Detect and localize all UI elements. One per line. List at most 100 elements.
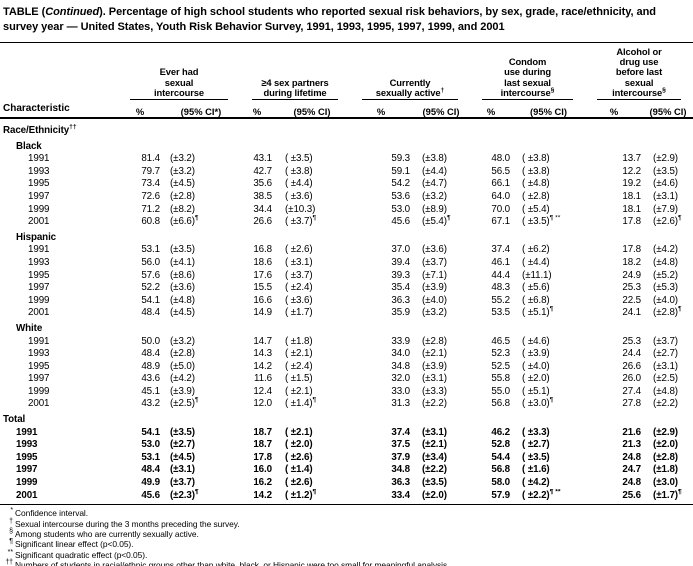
- ci-value: (±8.2): [162, 204, 240, 217]
- ci-text: ( ±2.6): [285, 477, 313, 489]
- ci-text: (±3.9): [170, 385, 195, 397]
- ci-value: ( ±1.2)¶: [274, 488, 351, 506]
- ci-value: ( ±1.7): [274, 307, 350, 320]
- year-label: 1991: [16, 426, 38, 438]
- footnote-marker: ¶: [677, 488, 682, 496]
- ci-text: (±2.3): [170, 489, 195, 501]
- ci-text: (±8.9): [422, 203, 447, 215]
- ci-value: (±6.6)¶: [162, 215, 240, 229]
- year-label: 1997: [28, 282, 50, 294]
- column-group-label-line: last sexual: [504, 76, 551, 88]
- percent-value: 53.0: [141, 439, 160, 451]
- percent-value: 45.6: [391, 216, 411, 228]
- ci-text: (±3.5): [170, 426, 195, 438]
- ci-value: (±2.6)¶: [643, 215, 693, 229]
- section-header-row: White: [0, 320, 693, 336]
- ci-value: (±4.2): [643, 244, 693, 257]
- ci-text: (±1.7): [653, 489, 678, 501]
- column-group-label-line: drug use: [619, 56, 659, 68]
- ci-value: (±2.7): [162, 439, 240, 452]
- percent-value: 37.9: [391, 451, 411, 463]
- year-label: 2001: [28, 216, 50, 228]
- footnote-marker: ¶: [549, 306, 554, 314]
- ci-text: ( ±3.5): [522, 451, 550, 463]
- ci-value: (±3.5): [643, 166, 693, 179]
- ci-value: (±4.8): [643, 386, 693, 399]
- ci-text: (±2.9): [653, 153, 678, 165]
- ci-value: (±2.8)¶: [643, 306, 693, 320]
- section-header-row: Black: [0, 138, 693, 154]
- ci-value: ( ±2.0): [274, 439, 350, 452]
- table-row: 1999 54.1 (±4.8) 16.6 ( ±3.6) 36.3 (±4.0) 55.2 (…: [0, 295, 693, 308]
- percent-value: 19.2: [622, 178, 642, 190]
- percent-header: %: [118, 102, 162, 120]
- percent-value: 34.8: [391, 464, 411, 476]
- ci-text: (±2.0): [422, 489, 447, 501]
- ci-text: (±2.8): [653, 451, 678, 463]
- column-group-label-line: during lifetime: [263, 86, 327, 98]
- ci-value: ( ±2.4): [274, 282, 350, 295]
- ci-text: ( ±2.6): [285, 244, 313, 256]
- ci-value: (±3.1): [162, 464, 240, 477]
- ci-text: ( ±3.7): [285, 216, 313, 228]
- ci-value: ( ±4.8): [512, 178, 585, 191]
- footnote-line: ¶ Significant linear effect (p<0.05).: [2, 538, 693, 549]
- footnote-line: ** Significant quadratic effect (p<0.05).: [2, 549, 693, 560]
- percent-value: 81.4: [141, 153, 160, 165]
- ci-value: (±3.1): [643, 191, 693, 204]
- ci-value: (±7.1): [412, 270, 470, 283]
- percent-value: 18.6: [253, 256, 272, 268]
- ci-text: ( ±2.1): [285, 348, 313, 360]
- footnote-marker: ¶: [194, 488, 199, 496]
- percent-value: 21.3: [622, 439, 642, 451]
- ci-value: (±2.1): [412, 439, 470, 452]
- percent-value: 31.3: [391, 398, 411, 410]
- percent-value: 11.6: [254, 373, 272, 385]
- ci-value: ( ±3.7): [274, 270, 350, 283]
- ci-value: ( ±3.8): [512, 166, 585, 179]
- ci-value: ( ±2.2)¶ **: [512, 488, 586, 506]
- footnote-line: †† Numbers of students in racial/ethnic g…: [2, 559, 693, 566]
- ci-text: (±3.3): [422, 385, 447, 397]
- ci-text: (±3.5): [653, 165, 678, 177]
- ci-value: ( ±2.8): [512, 191, 585, 204]
- ci-text: ( ±4.4): [285, 178, 313, 190]
- ci-value: ( ±3.5)¶ **: [512, 215, 585, 229]
- ci-text: (±3.1): [422, 373, 447, 385]
- year-label: 1993: [28, 256, 50, 268]
- footnote-marker: §: [550, 86, 555, 94]
- ci-text: ( ±4.0): [522, 360, 550, 372]
- footnote-marker: *: [10, 507, 13, 515]
- ci-value: ( ±2.6): [274, 244, 350, 257]
- year-label: 2001: [28, 398, 50, 410]
- ci-text: ( ±3.6): [285, 190, 313, 202]
- ci-text: (±2.8): [653, 307, 678, 319]
- ci-value: (±1.8): [643, 464, 693, 477]
- ci-value: (±5.2): [643, 270, 693, 283]
- percent-value: 48.4: [141, 348, 160, 360]
- ci-text: ( ±2.2): [522, 489, 550, 501]
- ci-value: ( ±1.5): [274, 373, 350, 386]
- percent-value: 36.3: [391, 477, 411, 489]
- table-title-continued: Continued: [45, 6, 100, 18]
- column-group-label-line: sexually active†: [375, 86, 445, 98]
- column-group-header: Ever had sexual intercourse: [118, 43, 240, 102]
- year-label: 2001: [28, 307, 50, 319]
- ci-text: (±3.1): [653, 360, 678, 372]
- column-group-label-line: Currently: [389, 76, 431, 88]
- ci-value: ( ±3.5): [512, 452, 585, 465]
- percent-header: %: [350, 102, 413, 120]
- ci-text: ( ±3.8): [522, 165, 550, 177]
- ci-value: (±3.0): [643, 477, 693, 490]
- ci-text: ( ±1.5): [285, 373, 313, 385]
- column-group-header: Currently sexually active†: [350, 43, 470, 102]
- table-row: 1993 79.7 (±3.2) 42.7 ( ±3.8) 59.1 (±4.4) 56.5 (…: [0, 166, 693, 179]
- percent-value: 70.0: [491, 203, 511, 215]
- year-label: 1995: [28, 360, 50, 372]
- ci-text: ( ±5.1): [522, 307, 550, 319]
- ci-text: (±4.4): [422, 165, 447, 177]
- percent-value: 24.9: [622, 269, 642, 281]
- percent-value: 50.0: [141, 335, 160, 347]
- ci-header: (95% CI): [274, 102, 351, 120]
- ci-header: (95% CI): [643, 102, 693, 120]
